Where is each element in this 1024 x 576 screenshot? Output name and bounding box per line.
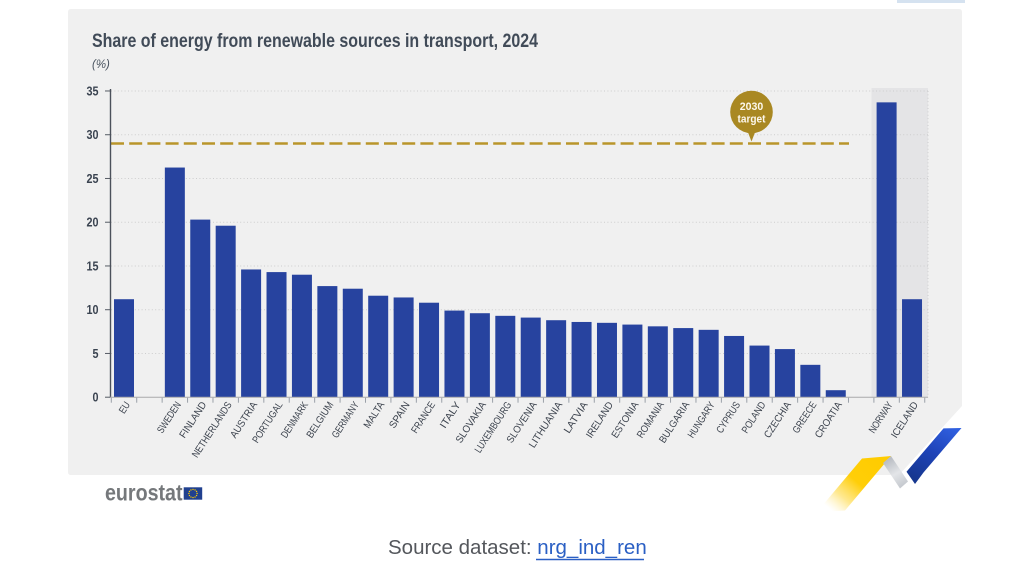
svg-text:(%): (%) bbox=[92, 59, 110, 71]
svg-text:2030: 2030 bbox=[740, 101, 764, 113]
svg-text:30: 30 bbox=[87, 127, 99, 142]
svg-text:35: 35 bbox=[87, 83, 99, 98]
svg-text:15: 15 bbox=[87, 258, 99, 273]
svg-text:5: 5 bbox=[93, 346, 99, 361]
svg-text:10: 10 bbox=[87, 302, 99, 317]
svg-text:0: 0 bbox=[93, 390, 99, 405]
svg-text:20: 20 bbox=[87, 215, 99, 230]
svg-text:eurostat: eurostat bbox=[105, 479, 183, 505]
svg-text:25: 25 bbox=[87, 171, 99, 186]
svg-text:EU: EU bbox=[117, 400, 133, 416]
svg-text:Source dataset: nrg_ind_ren: Source dataset: nrg_ind_ren bbox=[388, 536, 647, 559]
svg-text:Share of energy from renewable: Share of energy from renewable sources i… bbox=[92, 30, 538, 52]
svg-text:target: target bbox=[738, 114, 766, 126]
